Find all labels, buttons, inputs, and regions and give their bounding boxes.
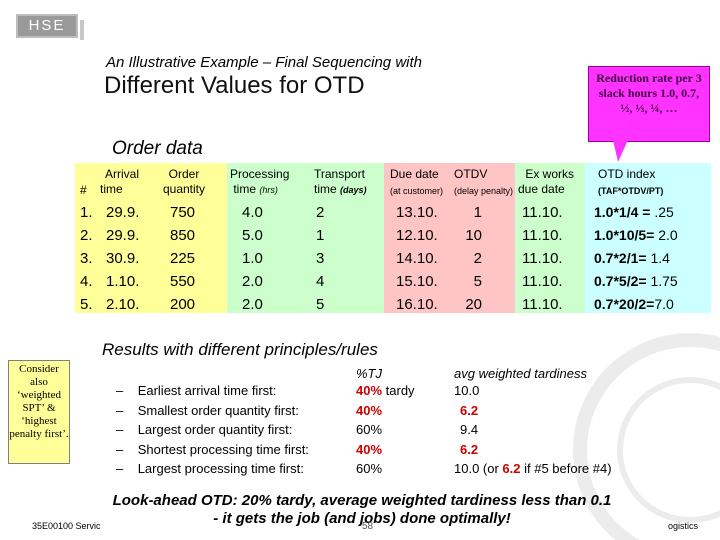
tj-values: 40% tardy 40% 60% 40% 60% (356, 383, 415, 476)
header-transport: Transport time (days) (314, 167, 367, 196)
header-due-date: Due date (at customer) (390, 167, 444, 196)
col-quantity: 750 850 225 550 200 (170, 204, 196, 313)
slide-title: Different Values for OTD (104, 72, 365, 99)
rule-item: – Earliest arrival time first: (116, 383, 277, 398)
header-otd-index: OTD index (TAF*OTDV/PT) (598, 167, 664, 196)
lookahead-summary: Look-ahead OTD: 20% tardy, average weigh… (112, 492, 612, 527)
rule-item: – Largest order quantity first: (116, 422, 293, 437)
col-due-date: 13.10. 12.10. 14.10. 15.10. 16.10. (396, 204, 438, 313)
header-arrival: Arrival time (100, 167, 139, 196)
results-title: Results with different principles/rules (102, 340, 378, 359)
footer-right-text: ogistics (668, 521, 699, 531)
header-otdv: OTDV (delay penalty) (454, 167, 514, 196)
footer-course-code: 35E00100 Servic (32, 521, 101, 531)
order-data-title: Order data (112, 138, 203, 159)
rule-item: – Smallest order quantity first: (116, 402, 299, 418)
col-otdv: 1 10 2 5 20 (465, 204, 482, 313)
tj-column-header: %TJ (356, 366, 382, 381)
page-number: 58 (362, 521, 374, 532)
otd-index-band (585, 163, 711, 313)
due-otdv-band (384, 163, 515, 313)
awt-values: 10.0 6.2 9.4 6.2 10.0 (or 6.2 if #5 befo… (454, 383, 612, 476)
col-num: 1. 2. 3. 4. 5. (80, 204, 93, 313)
header-quantity: Order quantity (162, 167, 206, 196)
col-otd-index: 1.0*1/4 = .25 1.0*10/5= 2.0 0.7*2/1= 1.4… (594, 204, 678, 312)
header-num: # (80, 183, 87, 197)
hse-logo: HSE (16, 14, 84, 40)
col-processing: 4.0 5.0 1.0 2.0 2.0 (242, 204, 263, 313)
header-ex-works: Ex works due date (518, 167, 574, 196)
slide-kicker: An Illustrative Example – Final Sequenci… (106, 54, 422, 71)
arrival-quantity-band (75, 163, 227, 313)
col-ex-works: 11.10. 11.10. 11.10. 11.10. 11.10. (522, 204, 563, 313)
awt-column-header: avg weighted tardiness (454, 366, 587, 381)
watermark-seal (573, 333, 720, 540)
col-arrival: 29.9. 29.9. 30.9. 1.10. 2.10. (106, 204, 140, 313)
reduction-rate-callout: Reduction rate per 3 slack hours 1.0, 0.… (588, 66, 710, 142)
rule-item: – Shortest processing time first: (116, 441, 309, 457)
ex-works-band (515, 163, 585, 313)
rule-item: – Largest processing time first: (116, 461, 304, 476)
header-processing: Processing time (hrs) (230, 167, 290, 196)
callout-pointer (613, 140, 628, 162)
rules-list: – Earliest arrival time first: – Smalles… (116, 381, 309, 479)
side-note: Consider also ‘weighted SPT’ & ‘highest … (8, 360, 70, 464)
processing-transport-band (227, 163, 384, 313)
